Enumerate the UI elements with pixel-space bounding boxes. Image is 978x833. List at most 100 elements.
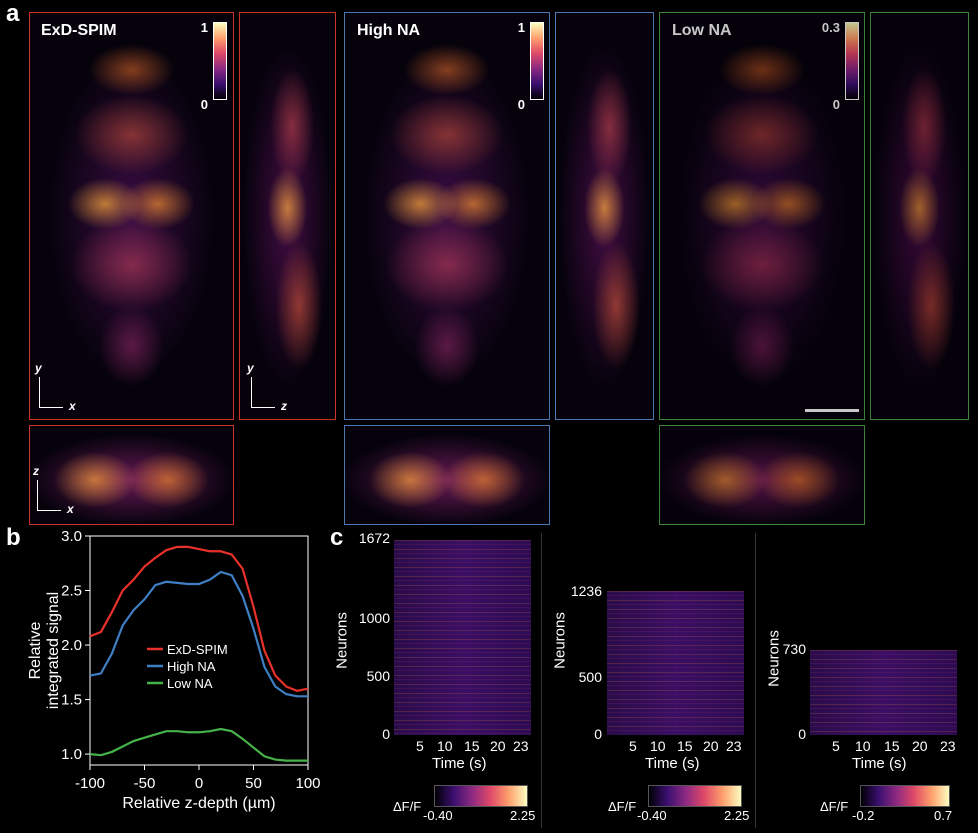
heatmap2-colorbar (648, 785, 742, 807)
heatmap2-ytick: 500 (578, 669, 602, 685)
heatmap1-ytick: 1672 (358, 530, 390, 546)
low-na-cbar-max: 0.3 (821, 20, 840, 35)
heatmap3-ytick: 730 (782, 641, 806, 657)
heatmap1-xtick: 15 (464, 738, 480, 754)
heatmap3-xtick: 23 (940, 738, 956, 754)
heatmap3-cbar-min: -0.2 (852, 808, 875, 823)
low-na-colorbar (845, 22, 859, 100)
panel-b-letter: b (6, 524, 21, 551)
heatmap1-xtick: 10 (437, 738, 453, 754)
divider (541, 533, 542, 828)
high-na-colorbar (530, 22, 544, 100)
low-na-cbar-min: 0 (832, 97, 840, 112)
panel-a-letter: a (6, 0, 20, 27)
heatmap1-cbar-label: ΔF/F (393, 799, 422, 814)
heatmap1-ylabel: Neurons (333, 612, 351, 669)
x-tick-label: -50 (134, 775, 156, 792)
legend-label: ExD-SPIM (167, 642, 228, 657)
y-tick-label: 1.5 (61, 692, 82, 709)
heatmap3-xtick: 5 (832, 738, 840, 754)
y-tick-label: 2.5 (61, 583, 82, 600)
heatmap2-ytick: 1236 (570, 583, 602, 599)
y-tick-label: 2.0 (61, 637, 82, 654)
heatmap3-ylabel: Neurons (765, 630, 783, 687)
heatmap1-cbar-min: -0.40 (423, 808, 453, 823)
exd-spim-xy-image: ExD-SPIM 1 0 y x (29, 12, 234, 420)
exd-spim-xz-image: z x (29, 425, 234, 525)
axis-y-arrow-yz (251, 377, 252, 407)
heatmap3-xtick: 15 (884, 738, 900, 754)
axis-y-label: y (35, 361, 42, 375)
line-chart: 3.0 2.5 2.0 1.5 1.0 -100 -50 0 50 100 Relative z-d… (27, 528, 321, 812)
heatmap1-ytick: 0 (382, 726, 390, 742)
heatmap1-xtick: 20 (490, 738, 506, 754)
exd-spim-cbar-min: 0 (200, 97, 208, 112)
heatmap3-cbar-label: ΔF/F (820, 799, 849, 814)
heatmap2-xlabel: Time (s) (645, 755, 700, 772)
y-tick-label: 3.0 (61, 528, 82, 545)
y-axis-label-line2: integrated signal (45, 592, 62, 709)
heatmap1-cbar-max: 2.25 (510, 808, 536, 823)
axis-y-label-yz: y (247, 361, 254, 375)
exd-spim-yz-image: y z (239, 12, 336, 420)
y-tick-label: 1.0 (61, 746, 82, 763)
heatmap3-xtick: 10 (855, 738, 871, 754)
high-na-xz-image (344, 425, 550, 525)
high-na-xy-image: High NA 1 0 (344, 12, 550, 420)
heatmap2-xtick: 23 (726, 738, 742, 754)
heatmap3-colorbar (860, 785, 950, 807)
heatmap3-cbar-max: 0.7 (934, 808, 953, 823)
exd-spim-colorbar (213, 22, 227, 100)
heatmap2-cbar-min: -0.40 (637, 808, 667, 823)
x-axis-label: Relative z-depth (µm) (122, 795, 275, 812)
axis-x-arrow (39, 407, 63, 408)
heatmap2-image (607, 591, 744, 735)
scale-bar (805, 409, 859, 412)
divider (755, 533, 756, 828)
x-tick-label: 0 (195, 775, 203, 792)
series-line-exd-spim (89, 545, 309, 692)
axis-x-label-xz: x (67, 502, 74, 516)
heatmap1-ytick: 500 (366, 668, 390, 684)
panel-c-letter: c (330, 524, 344, 551)
low-na-xz-image (659, 425, 865, 525)
exd-spim-cbar-max: 1 (200, 20, 208, 35)
low-na-xy-image: Low NA 0.3 0 (659, 12, 865, 420)
high-na-yz-image (555, 12, 654, 420)
low-na-yz-image (870, 12, 969, 420)
axis-z-label: z (281, 399, 287, 413)
high-na-cbar-max: 1 (517, 20, 525, 35)
heatmap2-cbar-max: 2.25 (724, 808, 750, 823)
heatmap2-xtick: 10 (650, 738, 666, 754)
heatmap3-xtick: 20 (912, 738, 928, 754)
heatmap1-ytick: 1000 (358, 610, 390, 626)
heatmap3-image (810, 650, 957, 735)
heatmap2-xtick: 5 (629, 738, 637, 754)
heatmap2-xtick: 20 (703, 738, 719, 754)
x-tick-label: 50 (245, 775, 262, 792)
series-line-high-na (89, 570, 308, 698)
heatmap2-cbar-label: ΔF/F (608, 799, 637, 814)
heatmap2-xtick: 15 (677, 738, 693, 754)
x-tick-label: 100 (295, 775, 320, 792)
heatmap1-xlabel: Time (s) (432, 755, 487, 772)
axis-z-arrow (251, 407, 275, 408)
legend-label: Low NA (167, 676, 213, 691)
axis-y-arrow (39, 377, 40, 407)
heatmap1-image (394, 540, 531, 735)
heatmap3-xlabel: Time (s) (852, 755, 907, 772)
axis-z-arrow-xz (37, 480, 38, 510)
high-na-label: High NA (357, 22, 421, 39)
x-tick-label: -100 (75, 775, 105, 792)
axis-x-label: x (69, 399, 76, 413)
heatmap2-ytick: 0 (594, 726, 602, 742)
series-line-low-na (89, 727, 308, 762)
axis-x-arrow-xz (37, 510, 61, 511)
axis-z-label-xz: z (33, 464, 39, 478)
exd-spim-label: ExD-SPIM (41, 22, 117, 39)
high-na-cbar-min: 0 (517, 97, 525, 112)
y-axis-label-line1: Relative (27, 622, 44, 680)
heatmap1-xtick: 5 (416, 738, 424, 754)
legend-label: High NA (167, 659, 216, 674)
low-na-label: Low NA (672, 22, 732, 39)
